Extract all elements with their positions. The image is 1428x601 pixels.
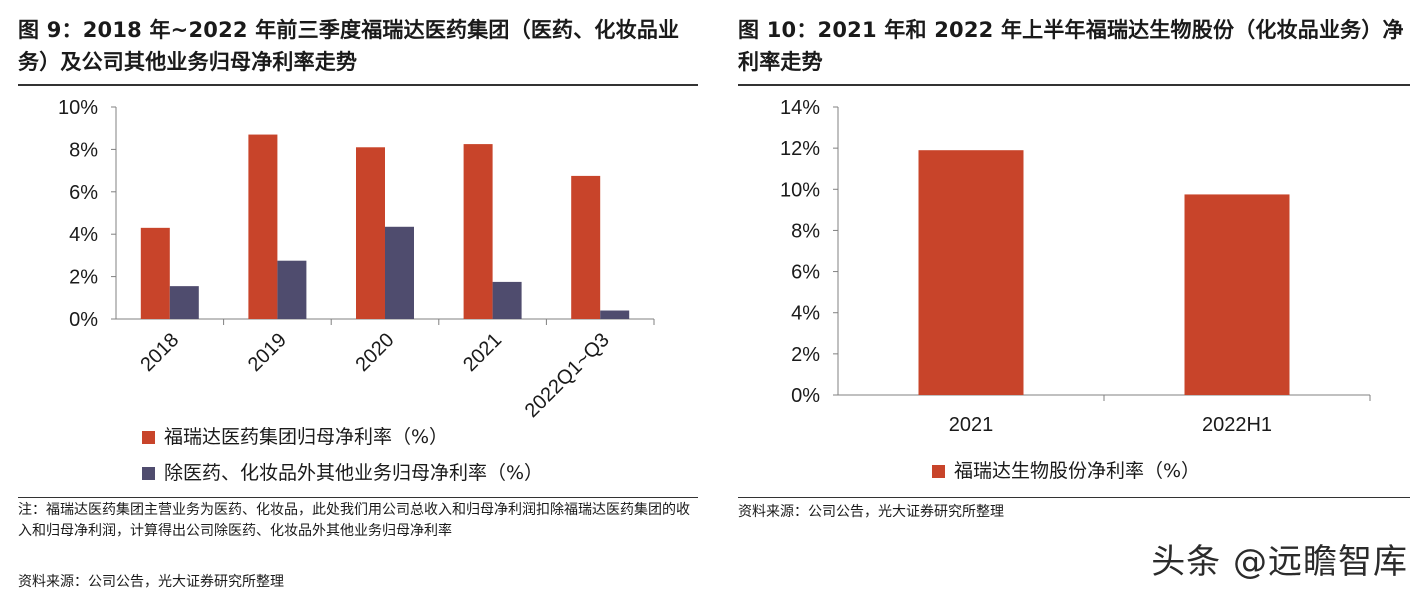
right-legend-swatch-1	[932, 465, 945, 478]
left-y-tick-label: 0%	[69, 309, 98, 331]
left-y-tick-label: 4%	[69, 224, 98, 246]
right-legend-label-1: 福瑞达生物股份净利率（%）	[954, 460, 1200, 482]
left-bar-1	[571, 175, 601, 319]
right-figure-title: 图 10：2021 年和 2022 年上半年福瑞达生物股份（化妆品业务）净利率走…	[738, 18, 1404, 74]
left-bar-2	[492, 281, 522, 319]
left-bar-chart: 0% 2% 4% 6% 8% 10% 2018 2019 2020 2021 2022Q1~Q3 福瑞…	[58, 97, 655, 484]
right-y-tick-label: 2%	[791, 344, 820, 366]
right-y-tick-label: 14%	[780, 97, 820, 119]
left-figure-note: 注：福瑞达医药集团主营业务为医药、化妆品，此处我们用公司总收入和归母净利润扣除福…	[18, 502, 690, 539]
right-title-rule	[738, 84, 1410, 86]
right-y-tick-label: 6%	[791, 262, 820, 284]
left-legend-swatch-2	[142, 467, 155, 480]
right-y-tick-label: 0%	[791, 385, 820, 407]
left-legend-label-1: 福瑞达医药集团归母净利率（%）	[164, 426, 448, 448]
right-x-tick-label: 2022H1	[1202, 414, 1272, 436]
left-bar-2	[169, 286, 199, 319]
left-bar-1	[140, 227, 170, 319]
left-x-tick-label: 2020	[352, 329, 399, 376]
left-figure-source: 资料来源：公司公告，光大证券研究所整理	[18, 574, 284, 590]
left-note-rule	[18, 497, 698, 498]
left-bar-1	[356, 147, 385, 319]
left-legend-label-2: 除医药、化妆品外其他业务归母净利率（%）	[164, 462, 543, 484]
left-x-tick-label: 2021	[459, 329, 506, 376]
left-x-tick-label: 2018	[136, 329, 183, 376]
left-y-tick-label: 8%	[69, 139, 98, 161]
left-y-tick-label: 2%	[69, 267, 98, 289]
left-bar-2	[277, 260, 307, 319]
right-y-tick-label: 12%	[780, 138, 820, 160]
right-x-tick-label: 2021	[949, 414, 994, 436]
left-figure-title: 图 9：2018 年~2022 年前三季度福瑞达医药集团（医药、化妆品业务）及公…	[18, 18, 680, 74]
right-figure-source: 资料来源：公司公告，光大证券研究所整理	[738, 504, 1004, 520]
right-bar-1	[918, 150, 1024, 395]
left-bar-1	[248, 134, 278, 319]
left-legend-swatch-1	[142, 431, 155, 444]
right-bar-chart: 0% 2% 4% 6% 8% 10% 12% 14% 2021 2022H1 福瑞达生物股份净利率（…	[780, 97, 1371, 482]
left-x-tick-label: 2022Q1~Q3	[521, 329, 614, 422]
right-bar-1	[1184, 194, 1290, 395]
left-y-tick-label: 10%	[58, 97, 98, 119]
right-y-tick-label: 8%	[791, 220, 820, 242]
watermark: 头条 @远瞻智库	[1151, 542, 1408, 582]
left-bar-2	[385, 226, 414, 319]
left-y-tick-label: 6%	[69, 182, 98, 204]
right-source-rule	[738, 497, 1410, 498]
left-bar-1	[463, 144, 493, 319]
right-y-tick-label: 4%	[791, 303, 820, 325]
left-bar-2	[600, 310, 630, 319]
right-y-tick-label: 10%	[780, 179, 820, 201]
left-x-tick-label: 2019	[244, 329, 291, 376]
left-title-rule	[18, 84, 698, 86]
